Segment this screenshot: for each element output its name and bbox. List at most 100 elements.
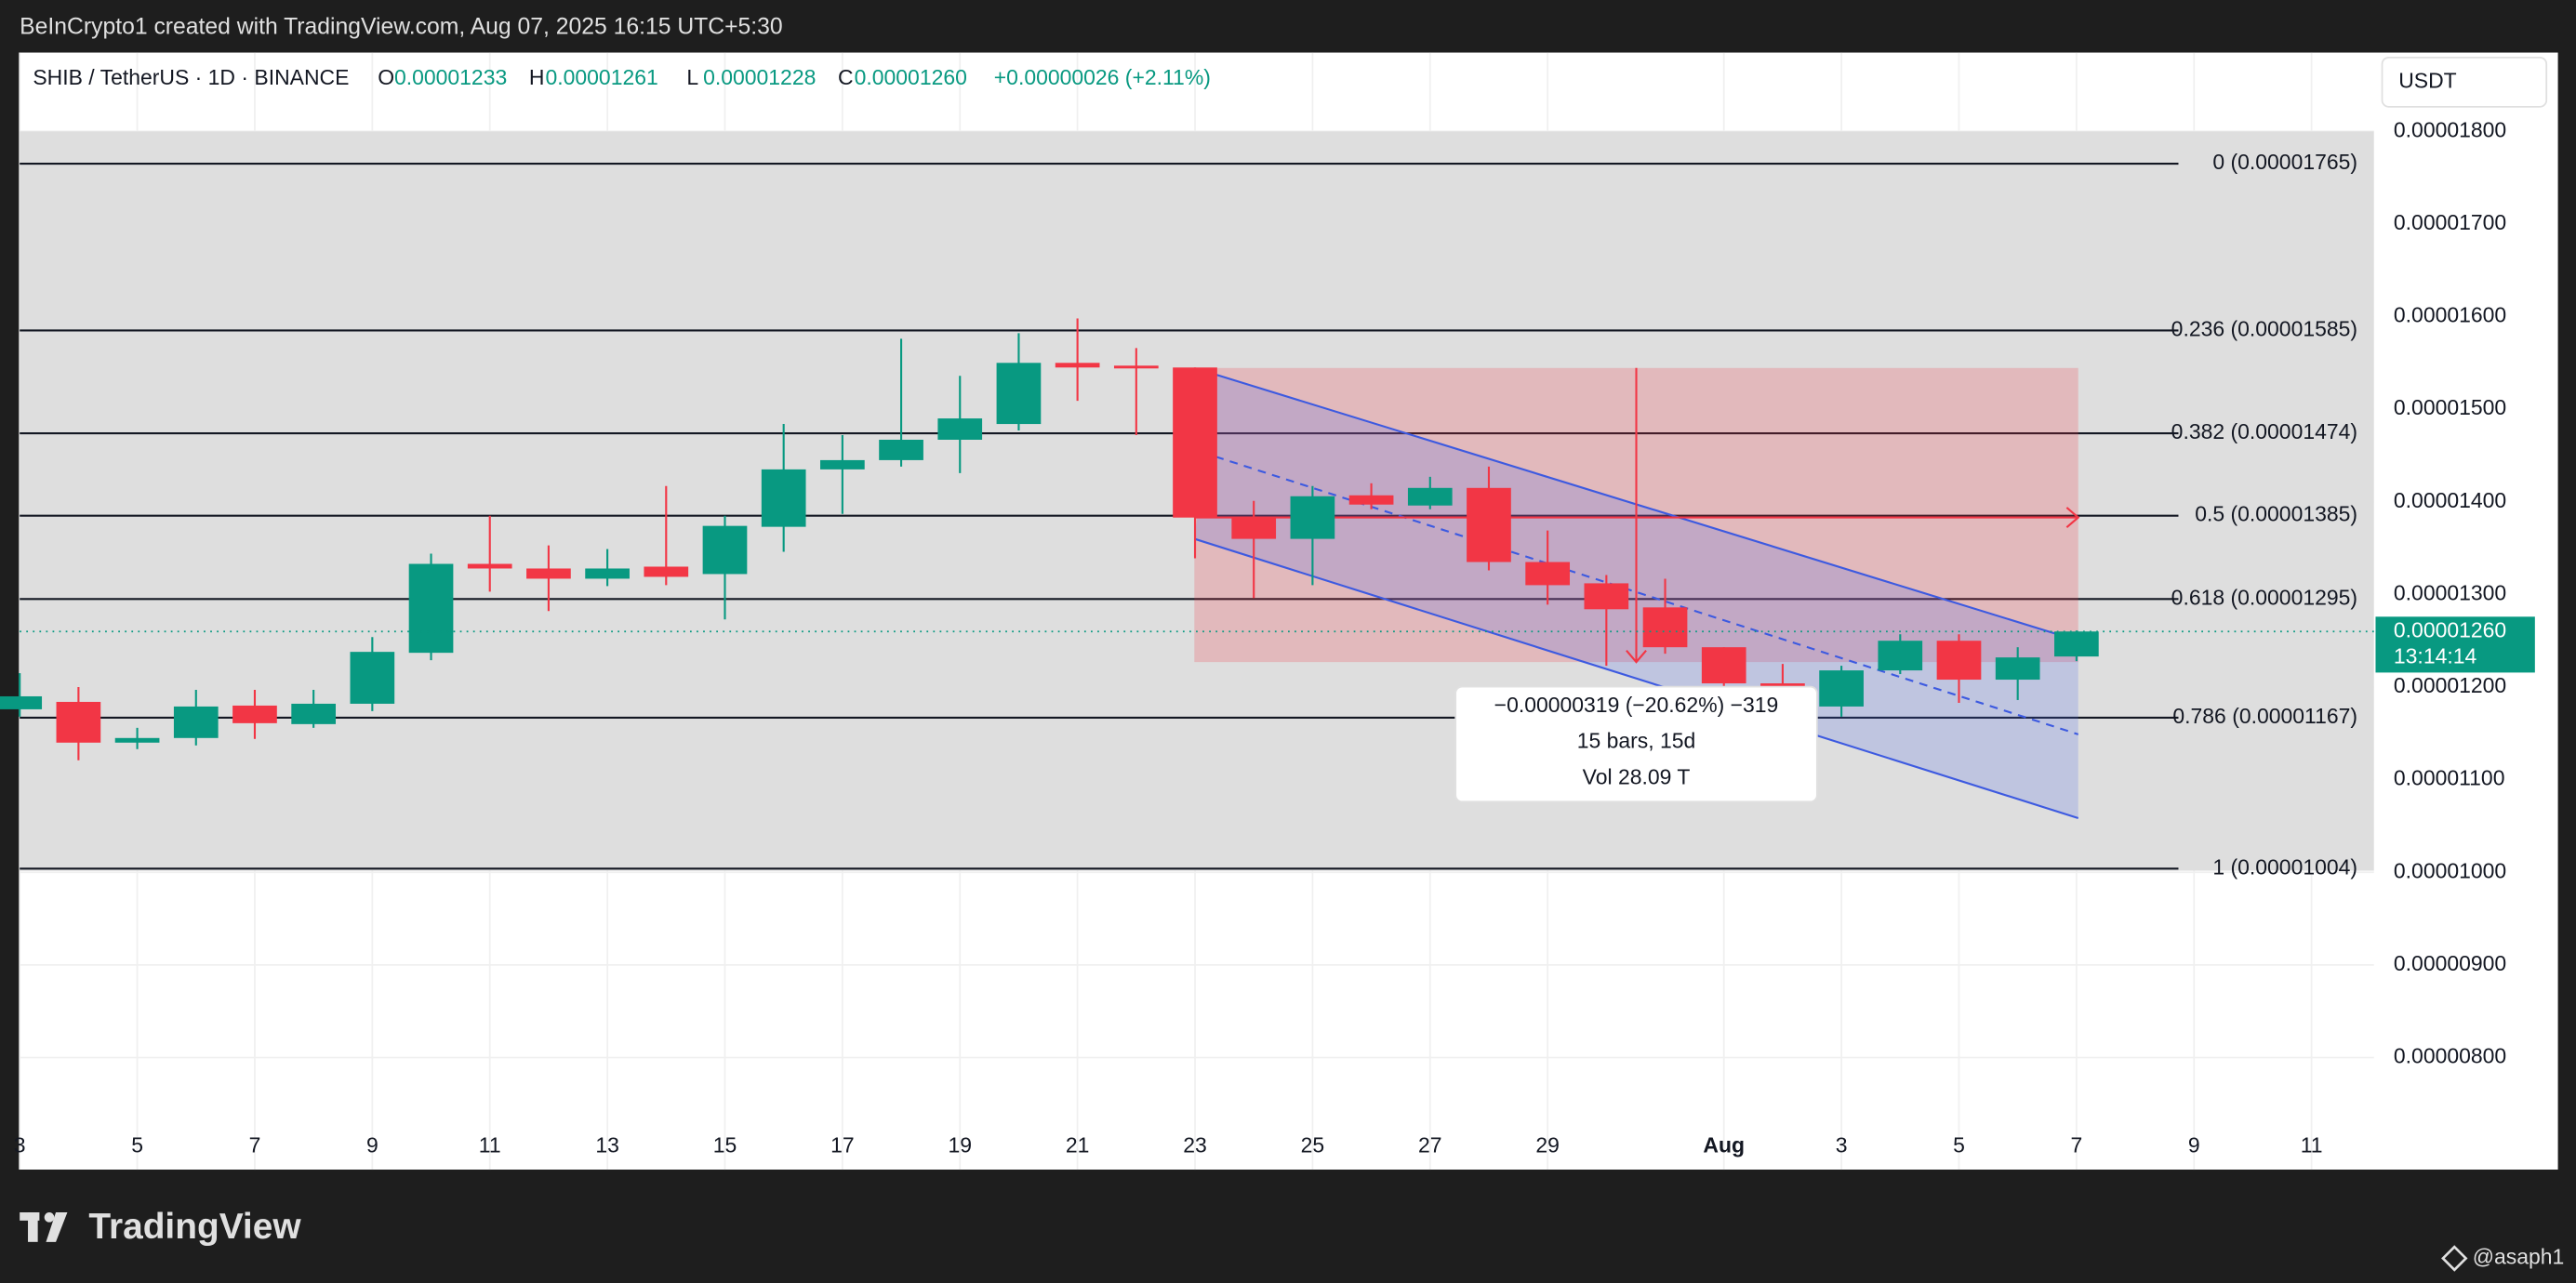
body xyxy=(1584,583,1629,610)
body xyxy=(0,695,43,709)
y-tick-label: 0.00000900 xyxy=(2394,951,2506,975)
fib-label: 0.618 (0.00001295) xyxy=(2171,585,2357,609)
x-tick-label: 3 xyxy=(1836,1132,1848,1157)
countdown: 13:14:14 xyxy=(2394,644,2477,668)
y-tick-label: 0.00001500 xyxy=(2394,395,2506,419)
ohlc-key: O xyxy=(378,65,394,89)
body xyxy=(1113,365,1159,369)
y-tick-label: 0.00000800 xyxy=(2394,1044,2506,1068)
channel-lower xyxy=(1193,537,2079,819)
x-tick-label: 9 xyxy=(366,1132,378,1157)
ohlc-value: 0.00001261 xyxy=(546,65,658,89)
measure-text: −0.00000319 (−20.62%) −319 xyxy=(1494,693,1779,717)
fib-label: 0.236 (0.00001585) xyxy=(2171,316,2357,340)
body xyxy=(2054,631,2099,657)
x-tick-label: 19 xyxy=(948,1132,972,1157)
y-tick-label: 0.00001800 xyxy=(2394,117,2506,141)
body xyxy=(1467,487,1511,562)
ohlc-key: H xyxy=(529,65,545,89)
body xyxy=(173,706,219,738)
candles xyxy=(0,318,2099,761)
body xyxy=(1525,562,1571,586)
body xyxy=(996,363,1042,425)
price-label: 0.00001260 xyxy=(2394,617,2506,642)
ohlc-key: C xyxy=(838,65,854,89)
brand: TradingView xyxy=(88,1207,301,1247)
body xyxy=(291,703,337,724)
credit: BeInCrypto1 created with TradingView.com… xyxy=(20,15,782,40)
body xyxy=(644,566,689,577)
x-tick-label: Aug xyxy=(1703,1132,1745,1157)
body xyxy=(1995,657,2040,681)
fib-levels: 0 (0.00001765) 0.236 (0.00001585) 0.382 (0… xyxy=(20,150,2357,879)
body xyxy=(1173,367,1217,518)
body xyxy=(1231,517,1277,539)
y-tick-label: 0.00001600 xyxy=(2394,303,2506,327)
fib-label: 0.5 (0.00001385) xyxy=(2195,502,2357,526)
x-tick-label: 7 xyxy=(2070,1132,2082,1157)
measure-box xyxy=(1454,685,1818,803)
tv-logo xyxy=(20,1212,68,1242)
body xyxy=(1819,670,1864,707)
fib-label: 0 (0.00001765) xyxy=(2212,150,2357,174)
currency[interactable]: USDT xyxy=(2398,68,2456,92)
y-tick-label: 0.00001200 xyxy=(2394,673,2506,697)
y-tick-label: 0.00001700 xyxy=(2394,210,2506,234)
body xyxy=(526,568,571,579)
measure-text: 15 bars, 15d xyxy=(1577,729,1696,753)
ohlc-value: 0.00001228 xyxy=(703,65,816,89)
x-tick-label: 11 xyxy=(2301,1132,2323,1157)
ohlc-key: L xyxy=(686,65,698,89)
x-tick-label: 17 xyxy=(830,1132,855,1157)
user-icon xyxy=(2441,1245,2468,1272)
body xyxy=(350,652,395,704)
body xyxy=(1407,487,1453,506)
y-tick-label: 0.00001000 xyxy=(2394,858,2506,882)
user: @asaph1 xyxy=(2473,1245,2565,1269)
body xyxy=(1878,641,1923,671)
body xyxy=(1348,495,1394,505)
ohlc-value: 0.00001260 xyxy=(855,65,967,89)
y-tick-label: 0.00001100 xyxy=(2394,766,2505,790)
body xyxy=(820,459,865,470)
x-tick-label: 27 xyxy=(1418,1132,1442,1157)
body xyxy=(56,701,101,743)
axes: 0.00000800 0.00000900 0.00001000 0.00001100… xyxy=(14,117,2535,1157)
x-tick-label: 29 xyxy=(1535,1132,1560,1157)
fib-label: 0.382 (0.00001474) xyxy=(2171,419,2357,443)
change: +0.00000026 (+2.11%) xyxy=(994,65,1211,89)
y-tick-label: 0.00001400 xyxy=(2394,488,2506,512)
fib-label: 0.786 (0.00001167) xyxy=(2172,704,2357,728)
x-tick-label: 25 xyxy=(1301,1132,1325,1157)
symbol: SHIB / TetherUS · 1D · BINANCE xyxy=(33,65,349,89)
ohlc-legend: O 0.00001233 H 0.00001261 L 0.00001228 C 0.0000… xyxy=(378,65,967,89)
body xyxy=(702,525,748,575)
price-tag xyxy=(2375,616,2535,673)
measure-text: Vol 28.09 T xyxy=(1583,765,1691,789)
x-tick-label: 23 xyxy=(1183,1132,1207,1157)
body xyxy=(467,563,512,569)
body xyxy=(1701,647,1746,684)
body xyxy=(761,469,806,527)
x-tick-label: 9 xyxy=(2188,1132,2200,1157)
x-tick-label: 5 xyxy=(1953,1132,1965,1157)
measure-h-arrow xyxy=(2065,507,2080,529)
x-tick-label: 21 xyxy=(1066,1132,1090,1157)
body xyxy=(1642,607,1688,648)
body xyxy=(232,705,277,723)
body xyxy=(1936,641,1982,681)
measure-v-arrow xyxy=(1626,650,1647,664)
body xyxy=(879,439,923,460)
body xyxy=(1290,496,1335,539)
x-tick-label: 7 xyxy=(249,1132,261,1157)
y-tick-label: 0.00001300 xyxy=(2394,580,2506,604)
x-tick-label: 15 xyxy=(713,1132,737,1157)
body xyxy=(937,418,983,440)
currency-button[interactable] xyxy=(2381,56,2548,108)
x-tick-label: 13 xyxy=(595,1132,619,1157)
x-tick-label: 3 xyxy=(14,1132,26,1157)
body xyxy=(585,568,630,579)
body xyxy=(114,737,160,743)
